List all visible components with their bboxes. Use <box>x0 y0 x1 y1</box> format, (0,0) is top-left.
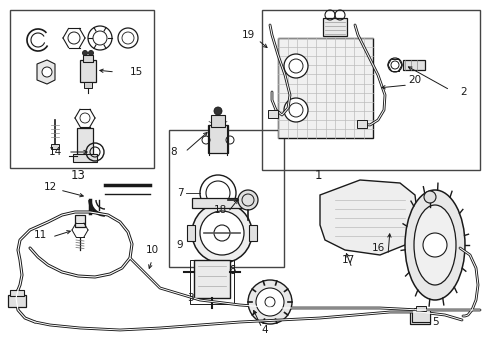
Text: 13: 13 <box>71 168 85 181</box>
Circle shape <box>82 50 88 55</box>
Text: 12: 12 <box>44 182 57 192</box>
Bar <box>187 225 195 241</box>
Text: 8: 8 <box>171 147 177 157</box>
Ellipse shape <box>414 205 456 285</box>
Bar <box>77 128 93 156</box>
Circle shape <box>284 54 308 78</box>
Bar <box>403 60 425 70</box>
Bar <box>192 198 252 208</box>
Bar <box>414 308 426 313</box>
Text: 6: 6 <box>228 264 236 276</box>
Bar <box>211 115 225 127</box>
Circle shape <box>256 288 284 316</box>
Bar <box>190 260 234 304</box>
Polygon shape <box>320 180 418 255</box>
Circle shape <box>248 280 292 324</box>
Text: 19: 19 <box>242 30 255 40</box>
Text: 16: 16 <box>371 243 385 253</box>
Circle shape <box>192 203 252 263</box>
Ellipse shape <box>405 190 465 300</box>
Circle shape <box>200 211 244 255</box>
Bar <box>84 82 92 88</box>
Circle shape <box>42 67 52 77</box>
Circle shape <box>284 98 308 122</box>
Bar <box>75 215 85 227</box>
Bar <box>73 154 97 162</box>
Bar <box>416 306 426 311</box>
Bar <box>262 10 480 170</box>
Bar <box>412 310 430 322</box>
Bar <box>208 125 228 153</box>
Circle shape <box>424 191 436 203</box>
Text: 10: 10 <box>146 245 159 255</box>
Bar <box>51 144 59 149</box>
Bar <box>10 10 154 168</box>
Bar <box>83 55 93 62</box>
Bar <box>410 312 430 324</box>
Bar <box>169 130 284 267</box>
Bar <box>194 260 230 298</box>
Circle shape <box>423 233 447 257</box>
Text: 17: 17 <box>342 255 355 265</box>
Text: 1: 1 <box>314 168 322 181</box>
Text: 2: 2 <box>460 87 466 97</box>
Text: 14: 14 <box>49 147 62 157</box>
Text: 20: 20 <box>409 75 421 85</box>
Text: 11: 11 <box>33 230 47 240</box>
Bar <box>249 225 257 241</box>
Bar <box>357 120 367 128</box>
Bar <box>268 110 278 118</box>
Text: 3: 3 <box>187 293 194 303</box>
Bar <box>10 290 24 296</box>
Circle shape <box>214 107 222 115</box>
Bar <box>80 60 96 82</box>
Polygon shape <box>37 60 55 84</box>
Text: 5: 5 <box>432 317 439 327</box>
Text: 18: 18 <box>213 205 227 215</box>
Circle shape <box>238 190 258 210</box>
Text: 9: 9 <box>177 240 183 250</box>
Bar <box>278 38 373 138</box>
Circle shape <box>89 50 94 55</box>
Text: 15: 15 <box>130 67 143 77</box>
Bar <box>8 295 26 307</box>
Text: 4: 4 <box>262 325 269 335</box>
Text: 7: 7 <box>177 188 183 198</box>
Bar <box>323 18 347 36</box>
